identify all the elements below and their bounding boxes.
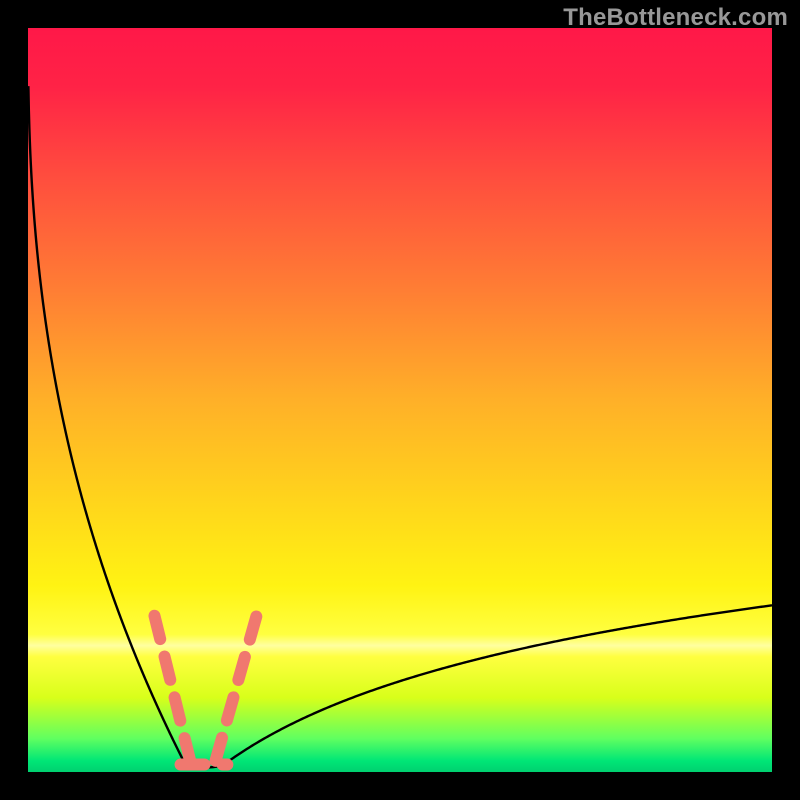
chart-frame: TheBottleneck.com: [0, 0, 800, 800]
plot-area: [28, 28, 772, 772]
gradient-background: [28, 28, 772, 772]
curve-layer: [28, 28, 772, 772]
watermark-text: TheBottleneck.com: [563, 4, 788, 32]
